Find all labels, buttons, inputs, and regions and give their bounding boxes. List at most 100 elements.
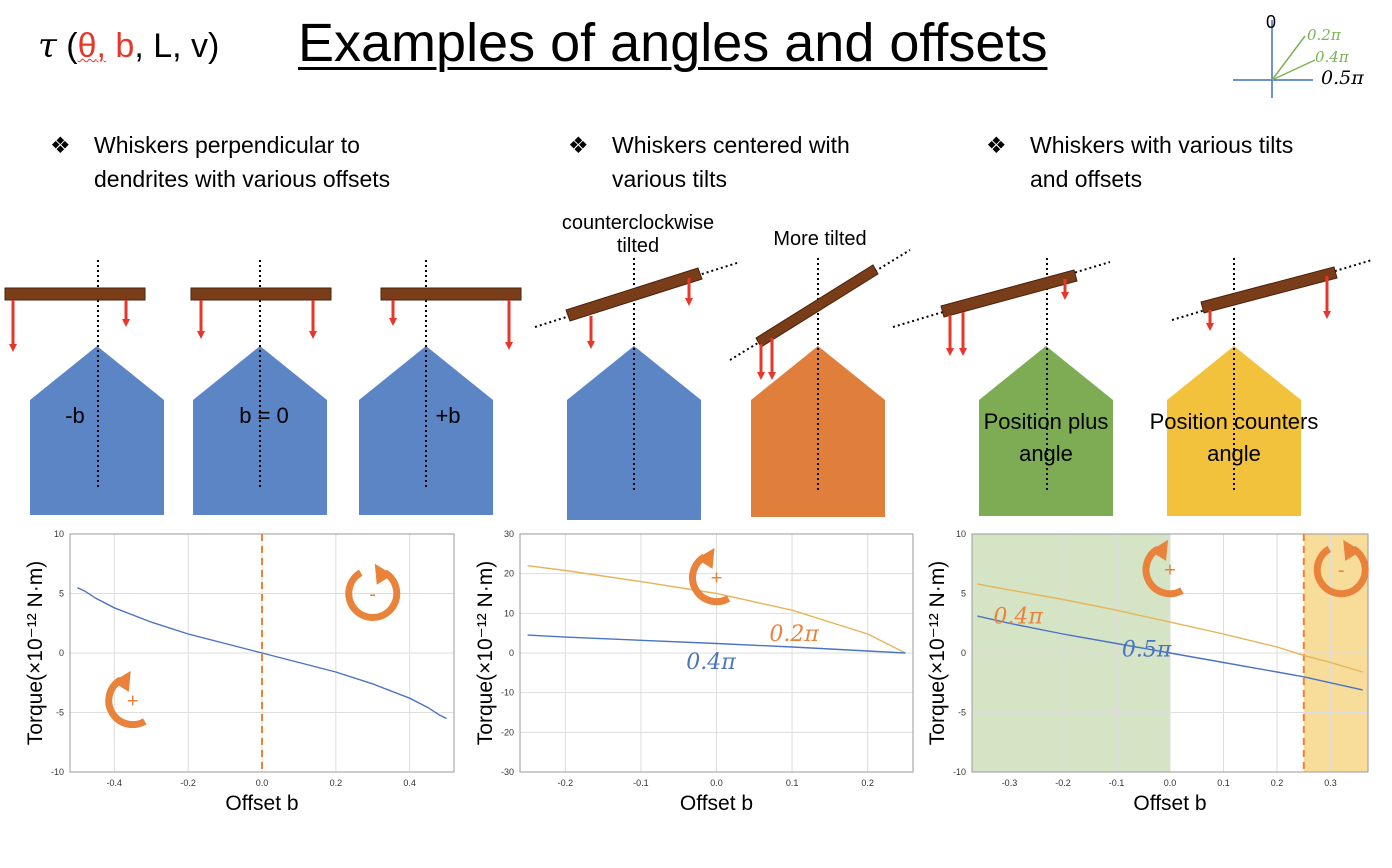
rotation-arrow-icon: - [345,563,401,621]
y-tick-label: -20 [501,727,514,737]
house-label-plus-b: +b [435,403,461,428]
x-axis-label: Offset b [225,792,298,815]
formula-theta: θ [77,27,97,65]
y-tick-label: 0 [509,648,514,658]
rotation-arrow-icon: + [105,670,147,729]
x-tick-label: 0.0 [256,778,269,788]
rotation-sign: + [711,568,723,590]
bullet-text: Whiskers perpendicular to dendrites with… [94,132,391,192]
bullet-mark: ❖ [986,132,1007,158]
force-arrows [9,276,1331,380]
y-tick-label: -10 [51,767,64,777]
rotation-arc [689,553,731,606]
y-tick-label: 10 [504,608,514,618]
legend-line-04pi [1271,59,1316,81]
y-tick-label: 10 [956,529,966,539]
label-more-tilted: More tilted [773,228,867,250]
series-label: 0.4π [686,650,736,675]
x-axis-label: Offset b [1133,792,1206,815]
formula-rest: , L, v) [134,27,220,65]
y-tick-label: 0 [59,648,64,658]
chart-offset-perpendicular: -0.4 -0.2 0.0 0.2 0.4 10 5 0 -5 -10 - + Offset b Torq… [24,529,455,815]
bullet-mark: ❖ [50,132,71,158]
series-label: 0.5π [1122,638,1172,663]
rotation-sign: + [1164,560,1176,582]
x-tick-label: 0.1 [786,778,799,788]
legend-label-05pi: 0.5π [1321,67,1364,89]
x-tick-label: -0.1 [633,778,649,788]
whisker-diagram [4,249,1373,520]
x-tick-label: 0.0 [710,778,723,788]
x-tick-label: 0.1 [1217,778,1230,788]
bullet-text: Whiskers with various tilts and offsets [1030,132,1294,192]
rotation-arrowhead [1343,539,1362,561]
house-label-minus-b: -b [65,403,85,428]
house-label-position-plus-angle: Position plus angle [983,409,1109,466]
x-tick-label: -0.1 [1109,778,1125,788]
rotation-arc [345,569,401,621]
rotation-sign: - [1338,560,1345,582]
page-title: Examples of angles and offsets [298,13,1048,73]
bullet-mark: ❖ [568,132,589,158]
legend-zero: 0 [1266,12,1276,32]
x-tick-label: -0.3 [1002,778,1018,788]
y-tick-label: 0 [961,648,966,658]
x-tick-label: 0.4 [403,778,416,788]
house-label-position-counters-angle: Position counters angle [1149,409,1319,466]
rotation-arrowhead [696,547,715,569]
rotation-arc [105,676,147,729]
series-line-torque [77,586,447,720]
y-tick-label: -10 [501,688,514,698]
bullet-centered: ❖ Whiskers centered with various tilts [568,128,928,198]
rotation-arc [1142,545,1184,598]
series-line-0.4π [977,583,1363,673]
y-tick-label: -30 [501,767,514,777]
x-tick-label: 0.3 [1324,778,1337,788]
rotation-arrow-icon: + [689,547,731,606]
bullet-text: Whiskers centered with various tilts [612,132,850,192]
bullet-tilts-offsets: ❖ Whiskers with various tilts and offset… [986,128,1366,198]
formula-tau: τ [38,26,57,66]
series-label: 0.2π [769,622,819,647]
y-tick-label: -5 [958,708,966,718]
y-tick-label: 10 [54,529,64,539]
x-tick-label: 0.2 [861,778,874,788]
y-tick-label: 30 [504,529,514,539]
y-tick-label: 5 [961,589,966,599]
rotation-arrow-icon: - [1313,539,1369,598]
plot-frame [519,533,914,773]
rotation-arrowhead [112,670,131,692]
rotation-arrowhead [1150,539,1168,561]
y-tick-label: 5 [59,589,64,599]
legend-label-04pi: 0.4π [1315,48,1350,66]
whiskers [4,264,1338,348]
angle-legend: 0 0.2π 0.4π 0.5π [1233,12,1364,98]
dendrite-house-7 [1167,346,1301,516]
formula-b: b [105,27,135,65]
x-tick-label: -0.4 [107,778,123,788]
rotation-sign: + [127,691,139,713]
x-axis-label: Offset b [680,792,753,815]
torque-formula: τ (θ, b, L, v) [38,26,219,66]
x-tick-label: 0.2 [1271,778,1284,788]
chart-tilts-offsets: -0.3 -0.2 -0.1 0.0 0.1 0.2 0.3 10 5 0 -5 -10 0.4π 0.5… [926,529,1369,815]
dendrite-house-5 [751,346,885,517]
rotation-arrow-icon: + [1142,539,1184,598]
x-tick-label: 0.0 [1164,778,1177,788]
series-line-0.4π [527,634,906,654]
rotation-arrowhead [374,563,393,585]
x-tick-label: 0.2 [330,778,343,788]
legend-label-02pi: 0.2π [1307,26,1342,44]
formula-open: ( [56,27,78,65]
label-ccw-tilted: counterclockwise tilted [561,212,715,257]
y-tick-label: -10 [953,767,966,777]
series-line-0.2π [527,565,906,654]
formula-comma: , [96,27,106,65]
series-label: 0.4π [993,604,1043,629]
legend-line-02pi [1271,35,1306,81]
chart-centered-tilts: -0.2 -0.1 0.0 0.1 0.2 30 20 10 0 -10 -20 -30 0.2π 0.4… [474,529,914,815]
y-axis-label: Torque(×10⁻¹² N·m) [24,561,47,745]
rotation-sign: - [369,584,376,606]
y-tick-label: -5 [56,708,64,718]
series-line-0.5π [977,615,1363,691]
